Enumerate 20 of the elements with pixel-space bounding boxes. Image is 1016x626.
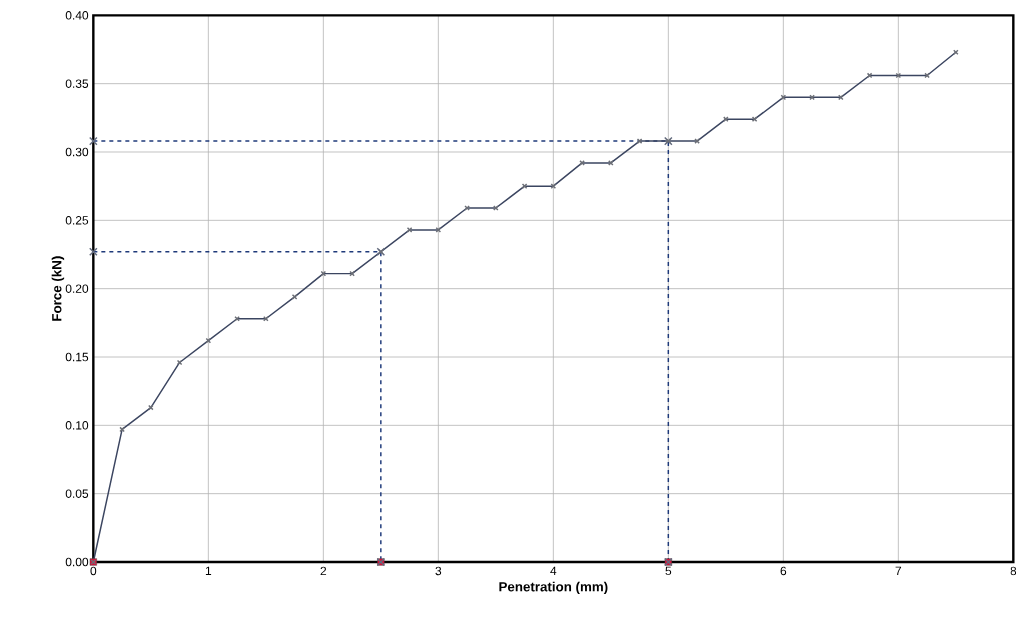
x-tick-label: 3 xyxy=(435,566,442,576)
x-tick-label: 1 xyxy=(205,566,212,575)
x-tick-label: 5 xyxy=(665,566,672,576)
x-tick-label: 7 xyxy=(895,566,902,575)
y-tick-label: 0.00 xyxy=(65,557,89,567)
x-tick-label: 2 xyxy=(320,566,327,576)
x-tick-label: 8 xyxy=(1010,566,1016,576)
y-tick-label: 0.40 xyxy=(65,11,89,20)
y-tick-label: 0.35 xyxy=(65,79,89,88)
x-tick-label: 4 xyxy=(550,566,557,575)
y-tick-label: 0.10 xyxy=(65,421,89,430)
x-tick-label: 0 xyxy=(90,566,97,576)
x-tick-label: 6 xyxy=(780,566,787,576)
y-tick-label: 0.15 xyxy=(65,352,89,362)
y-tick-label: 0.20 xyxy=(65,284,89,293)
y-tick-label: 0.05 xyxy=(65,489,89,498)
x-axis-title: Penetration (mm) xyxy=(499,581,608,595)
y-tick-label: 0.25 xyxy=(65,216,89,225)
y-axis-title: Force (kN) xyxy=(51,256,65,321)
y-tick-label: 0.30 xyxy=(65,147,89,157)
